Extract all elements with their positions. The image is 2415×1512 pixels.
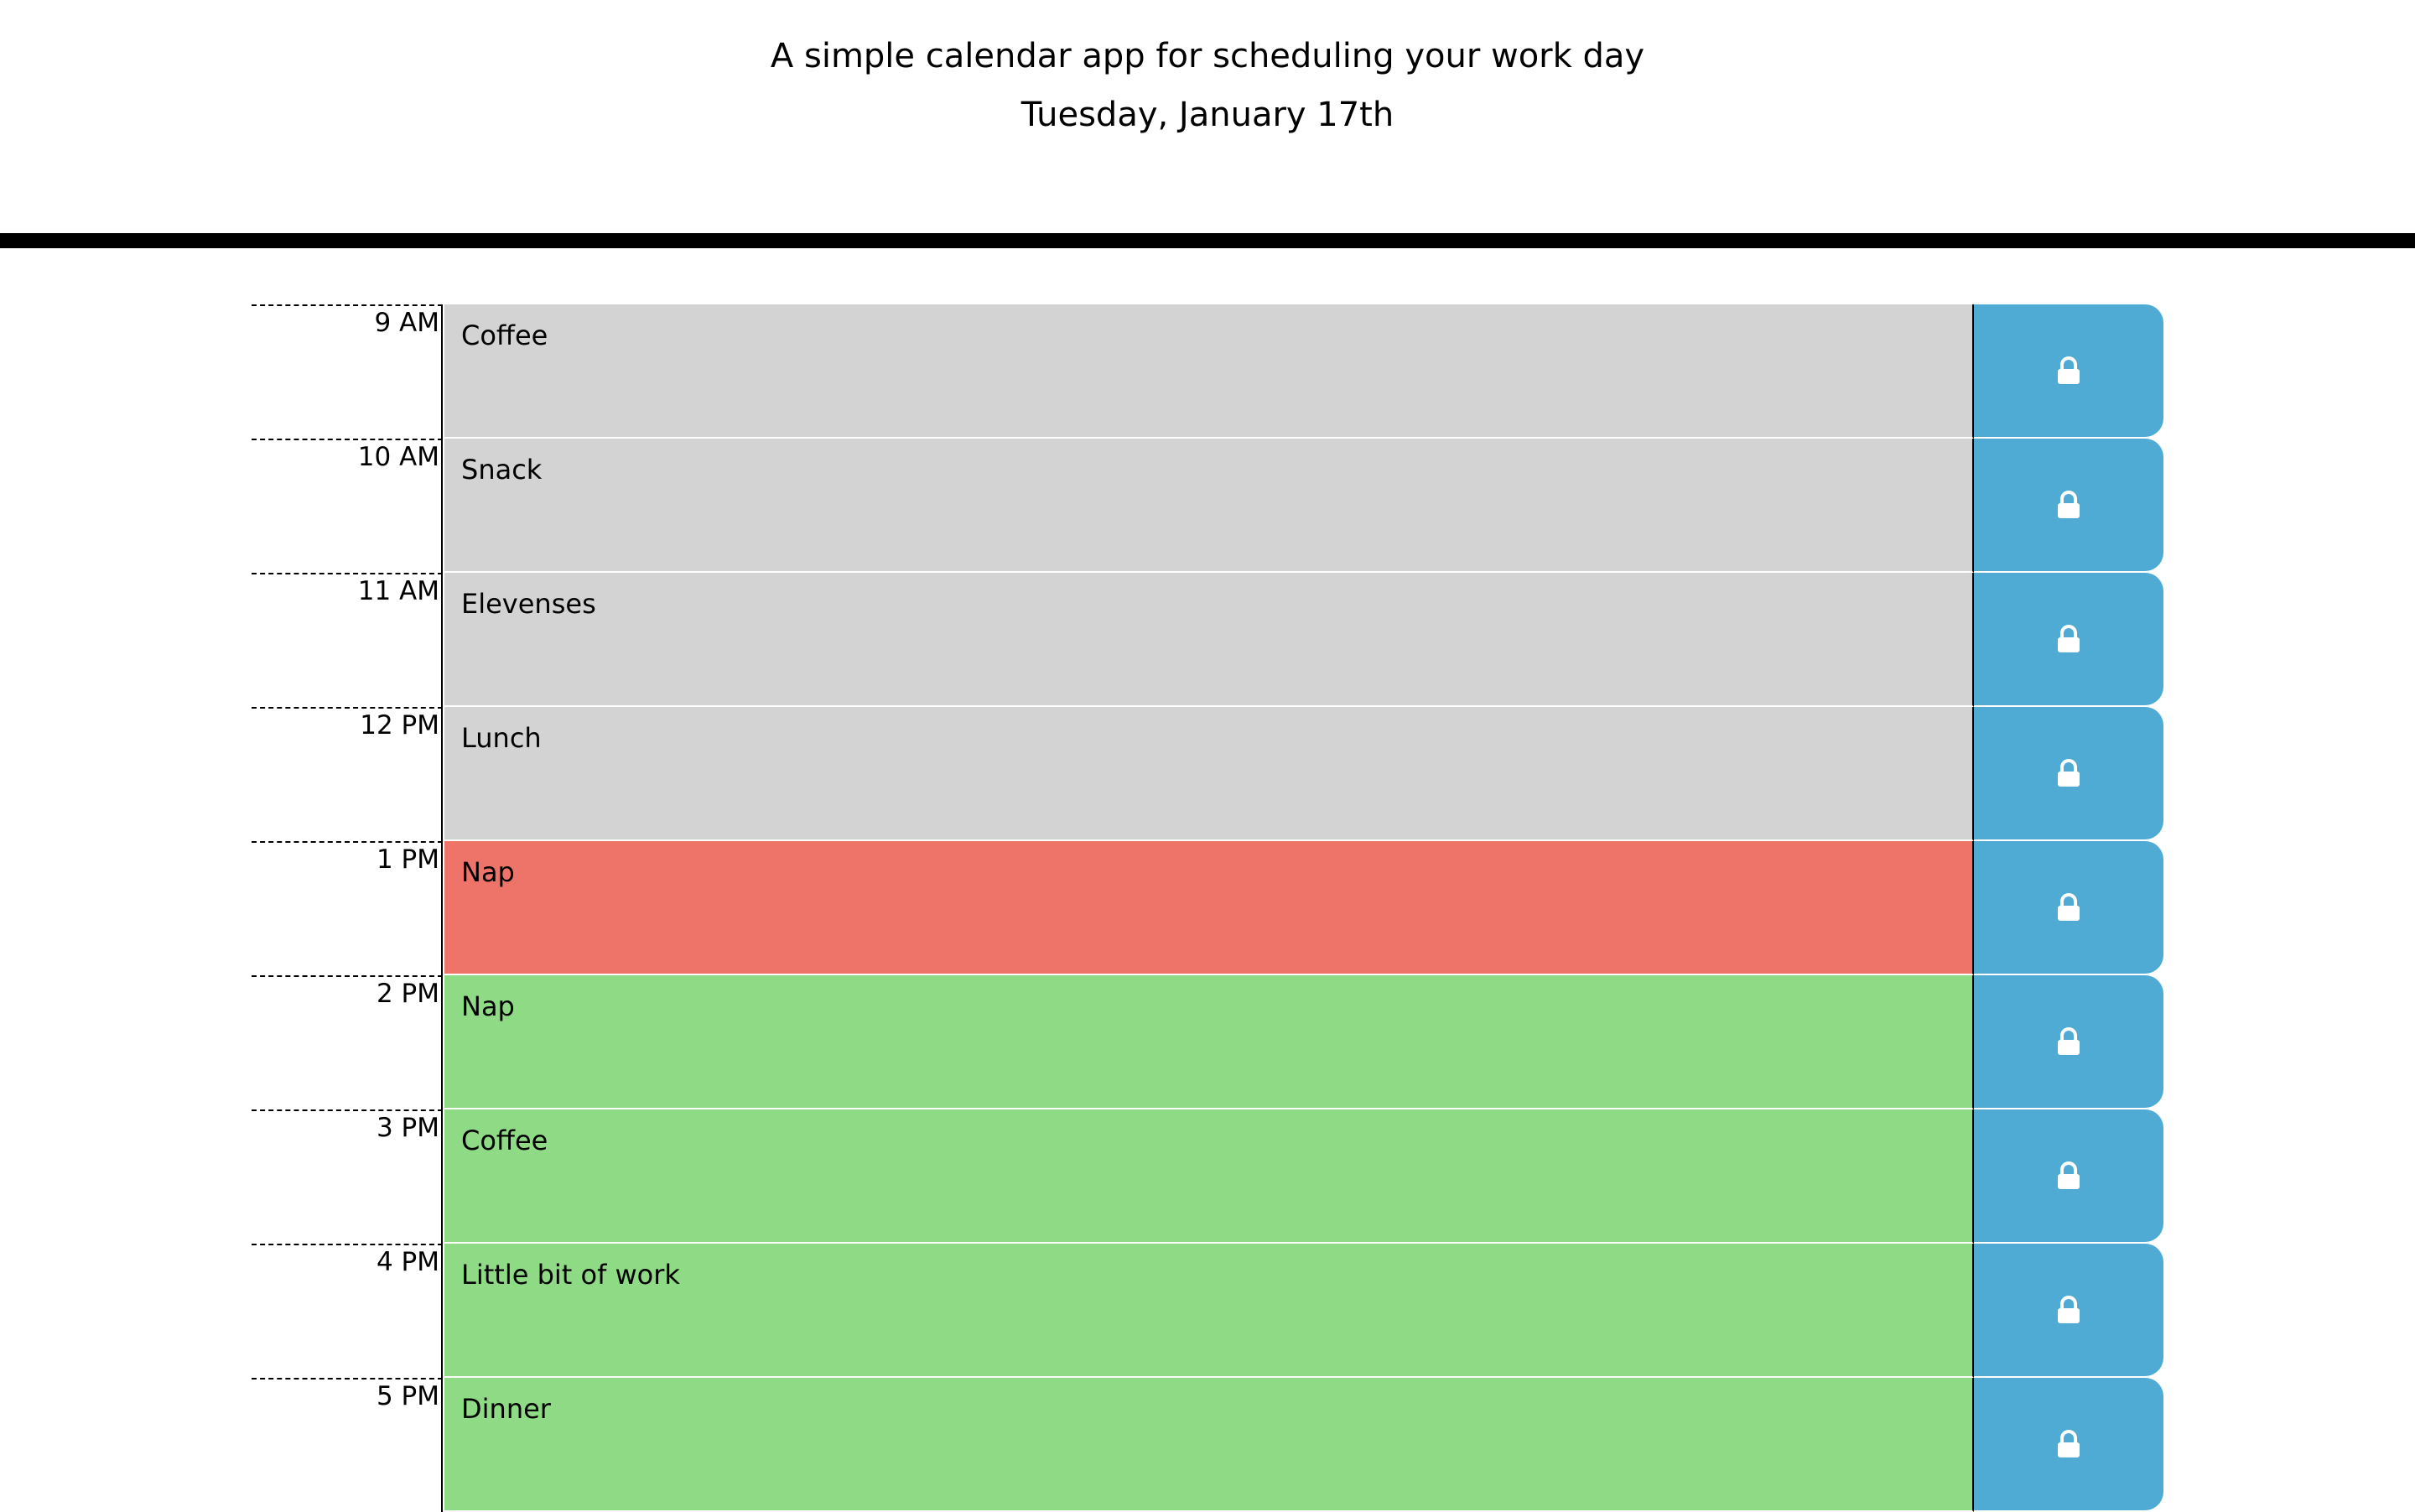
hour-label: 12 PM [252, 707, 443, 841]
lock-icon [2058, 759, 2080, 787]
hour-label: 1 PM [252, 841, 443, 975]
save-button[interactable] [1974, 1109, 2163, 1242]
time-block: 4 PM Little bit of work [0, 1244, 2415, 1378]
time-block: 10 AM Snack [0, 439, 2415, 573]
time-block: 1 PM Nap [0, 841, 2415, 975]
event-description-input[interactable]: Nap [444, 841, 1974, 975]
jumbotron-header: A simple calendar app for scheduling you… [0, 0, 2415, 248]
event-description-input[interactable]: Snack [444, 439, 1974, 573]
save-button[interactable] [1974, 975, 2163, 1108]
hour-label: 5 PM [252, 1378, 443, 1512]
lock-icon [2058, 625, 2080, 652]
save-button[interactable] [1974, 1244, 2163, 1376]
hour-label: 4 PM [252, 1244, 443, 1378]
save-button[interactable] [1974, 1378, 2163, 1510]
lock-icon [2058, 491, 2080, 518]
event-description-input[interactable]: Coffee [444, 304, 1974, 439]
time-block: 5 PM Dinner [0, 1378, 2415, 1512]
time-block: 11 AM Elevenses [0, 573, 2415, 707]
save-button[interactable] [1974, 841, 2163, 974]
hour-label: 10 AM [252, 439, 443, 573]
lock-icon [2058, 1430, 2080, 1457]
time-block: 2 PM Nap [0, 975, 2415, 1109]
event-description-input[interactable]: Little bit of work [444, 1244, 1974, 1378]
save-button[interactable] [1974, 573, 2163, 705]
time-block: 12 PM Lunch [0, 707, 2415, 841]
current-day: Tuesday, January 17th [1021, 96, 1394, 134]
save-button[interactable] [1974, 439, 2163, 571]
save-button[interactable] [1974, 707, 2163, 839]
time-block: 3 PM Coffee [0, 1109, 2415, 1244]
event-description-input[interactable]: Lunch [444, 707, 1974, 841]
event-description-input[interactable]: Coffee [444, 1109, 1974, 1244]
lock-icon [2058, 356, 2080, 384]
app-subtitle: A simple calendar app for scheduling you… [770, 37, 1645, 75]
event-description-input[interactable]: Elevenses [444, 573, 1974, 707]
hour-label: 11 AM [252, 573, 443, 707]
lock-icon [2058, 893, 2080, 921]
time-block: 9 AM Coffee [0, 304, 2415, 439]
hour-label: 2 PM [252, 975, 443, 1109]
lock-icon [2058, 1296, 2080, 1323]
event-description-input[interactable]: Dinner [444, 1378, 1974, 1512]
save-button[interactable] [1974, 304, 2163, 437]
hour-label: 9 AM [252, 304, 443, 439]
lock-icon [2058, 1027, 2080, 1055]
hour-label: 3 PM [252, 1109, 443, 1244]
event-description-input[interactable]: Nap [444, 975, 1974, 1109]
lock-icon [2058, 1161, 2080, 1189]
